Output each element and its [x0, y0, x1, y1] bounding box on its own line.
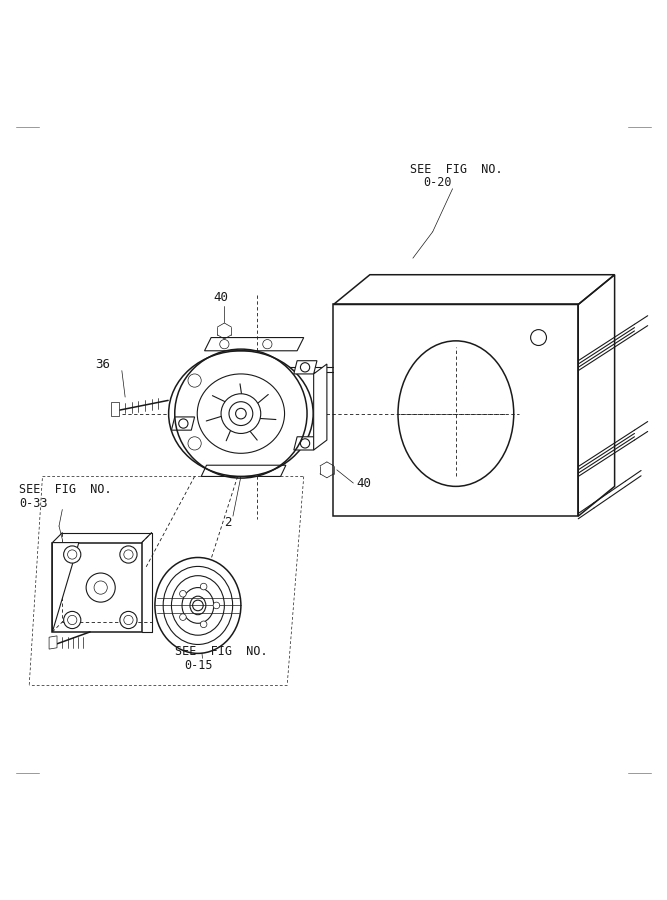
Polygon shape: [313, 364, 327, 450]
Circle shape: [221, 394, 261, 434]
Ellipse shape: [171, 576, 224, 635]
Circle shape: [200, 583, 207, 590]
Text: 40: 40: [213, 292, 229, 304]
Text: SEE  FIG  NO.: SEE FIG NO.: [175, 645, 267, 659]
Text: SEE  FIG  NO.: SEE FIG NO.: [410, 163, 502, 176]
Circle shape: [67, 616, 77, 625]
Circle shape: [94, 581, 107, 594]
Circle shape: [229, 401, 253, 426]
Circle shape: [120, 546, 137, 563]
Polygon shape: [171, 417, 195, 430]
Circle shape: [193, 600, 203, 611]
Circle shape: [235, 409, 246, 419]
Polygon shape: [53, 543, 141, 632]
Circle shape: [86, 573, 115, 602]
Circle shape: [63, 611, 81, 628]
Polygon shape: [53, 543, 79, 632]
Text: 36: 36: [95, 357, 110, 371]
Text: 0-15: 0-15: [185, 659, 213, 671]
Text: SEE  FIG  NO.: SEE FIG NO.: [19, 483, 112, 496]
Ellipse shape: [163, 566, 233, 644]
Circle shape: [179, 614, 186, 620]
Ellipse shape: [190, 596, 206, 615]
Ellipse shape: [169, 351, 313, 476]
Polygon shape: [49, 636, 57, 649]
Ellipse shape: [182, 588, 214, 624]
Ellipse shape: [155, 557, 241, 653]
Circle shape: [63, 546, 81, 563]
Polygon shape: [293, 436, 317, 450]
Circle shape: [179, 590, 186, 597]
Circle shape: [67, 550, 77, 559]
Polygon shape: [111, 402, 119, 416]
Circle shape: [200, 621, 207, 627]
Text: 2: 2: [224, 516, 231, 529]
Polygon shape: [293, 361, 317, 374]
Circle shape: [124, 616, 133, 625]
Ellipse shape: [197, 374, 285, 454]
Text: 0-33: 0-33: [19, 497, 48, 509]
Circle shape: [120, 611, 137, 628]
Text: 0-20: 0-20: [423, 176, 452, 189]
Circle shape: [213, 602, 219, 608]
Circle shape: [124, 550, 133, 559]
Text: 40: 40: [357, 477, 372, 490]
